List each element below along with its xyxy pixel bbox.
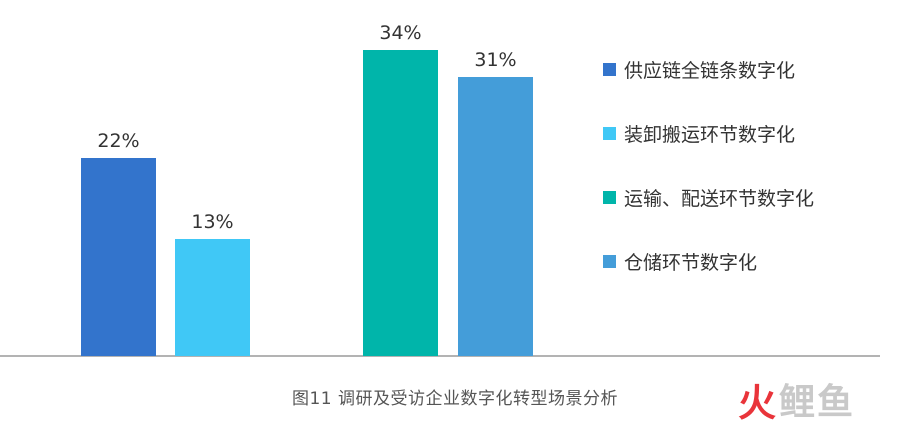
legend-item-3: 运输、配送环节数字化 [603,184,814,210]
value-label-2: 13% [191,211,233,233]
bar-3 [363,50,438,356]
bar-chart: 22% 13% 34% 31% [0,22,880,357]
bar-4 [458,77,533,356]
legend-label-1: 供应链全链条数字化 [624,59,796,82]
legend-swatch-4 [603,254,616,268]
legend-item-4: 仓储环节数字化 [603,248,814,274]
legend-label-3: 运输、配送环节数字化 [624,187,815,210]
chart-legend: 供应链全链条数字化 装卸搬运环节数字化 运输、配送环节数字化 仓储环节数字化 [603,56,814,312]
bar-1 [81,158,156,356]
legend-item-2: 装卸搬运环节数字化 [603,120,814,146]
legend-swatch-2 [603,126,616,140]
watermark-part1: 火 [738,381,777,425]
watermark-logo: 火 鲤鱼 [738,384,855,422]
value-label-3: 34% [379,22,421,44]
bar-2 [175,239,250,356]
value-label-4: 31% [474,49,516,71]
legend-item-1: 供应链全链条数字化 [603,56,814,82]
legend-label-4: 仓储环节数字化 [624,251,758,274]
legend-label-2: 装卸搬运环节数字化 [624,123,796,146]
legend-swatch-3 [603,190,616,204]
figure-caption: 图11 调研及受访企业数字化转型场景分析 [291,389,619,409]
legend-swatch-1 [603,62,616,76]
watermark-part2: 鲤鱼 [779,382,856,423]
value-label-1: 22% [97,130,139,152]
